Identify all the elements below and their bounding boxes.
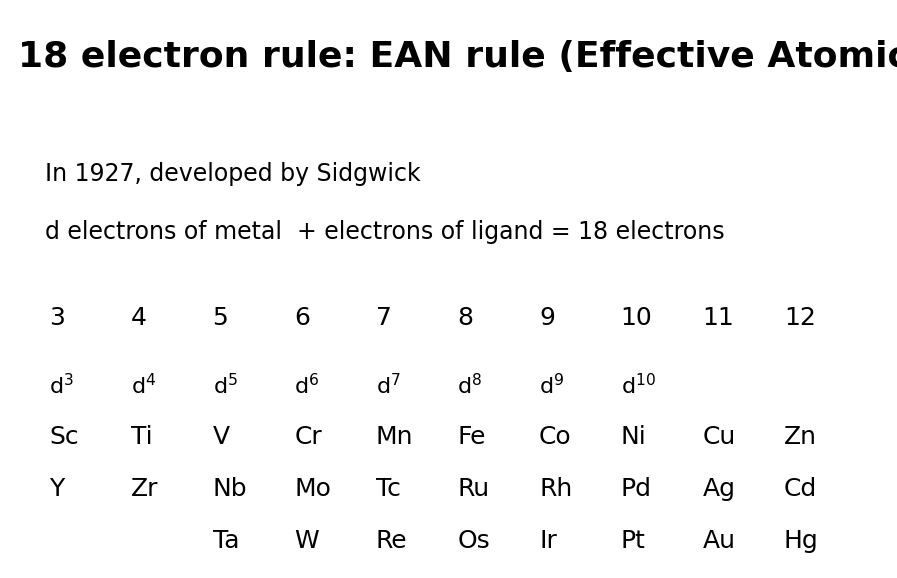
Text: 5: 5 [213,306,229,331]
Text: Pt: Pt [621,529,646,553]
Text: Mn: Mn [376,425,414,449]
Text: Os: Os [457,529,491,553]
Text: Zn: Zn [784,425,817,449]
Text: $\mathregular{d^{6}}$: $\mathregular{d^{6}}$ [294,373,319,398]
Text: 8: 8 [457,306,474,331]
Text: 9: 9 [539,306,555,331]
Text: Hg: Hg [784,529,819,553]
Text: Y: Y [49,477,65,501]
Text: Cr: Cr [294,425,322,449]
Text: 18 electron rule: EAN rule (Effective Atomic Number): 18 electron rule: EAN rule (Effective At… [18,40,897,75]
Text: $\mathregular{d^{9}}$: $\mathregular{d^{9}}$ [539,373,564,398]
Text: Sc: Sc [49,425,79,449]
Text: Fe: Fe [457,425,486,449]
Text: Ir: Ir [539,529,557,553]
Text: $\mathregular{d^{5}}$: $\mathregular{d^{5}}$ [213,373,238,398]
Text: 3: 3 [49,306,65,331]
Text: 11: 11 [702,306,734,331]
Text: 10: 10 [621,306,652,331]
Text: 7: 7 [376,306,392,331]
Text: 12: 12 [784,306,816,331]
Text: In 1927, developed by Sidgwick: In 1927, developed by Sidgwick [45,162,421,186]
Text: Mo: Mo [294,477,331,501]
Text: Ta: Ta [213,529,239,553]
Text: 4: 4 [131,306,147,331]
Text: $\mathregular{d^{4}}$: $\mathregular{d^{4}}$ [131,373,156,398]
Text: d electrons of metal  + electrons of ligand = 18 electrons: d electrons of metal + electrons of liga… [45,220,725,244]
Text: Ru: Ru [457,477,490,501]
Text: $\mathregular{d^{8}}$: $\mathregular{d^{8}}$ [457,373,483,398]
Text: Cu: Cu [702,425,736,449]
Text: $\mathregular{d^{3}}$: $\mathregular{d^{3}}$ [49,373,74,398]
Text: Ni: Ni [621,425,647,449]
Text: Co: Co [539,425,571,449]
Text: W: W [294,529,319,553]
Text: 6: 6 [294,306,310,331]
Text: Re: Re [376,529,407,553]
Text: Ag: Ag [702,477,736,501]
Text: V: V [213,425,230,449]
Text: Pd: Pd [621,477,652,501]
Text: $\mathregular{d^{10}}$: $\mathregular{d^{10}}$ [621,373,656,398]
Text: Ti: Ti [131,425,152,449]
Text: Au: Au [702,529,736,553]
Text: Zr: Zr [131,477,159,501]
Text: Cd: Cd [784,477,817,501]
Text: Tc: Tc [376,477,401,501]
Text: Nb: Nb [213,477,248,501]
Text: Rh: Rh [539,477,572,501]
Text: $\mathregular{d^{7}}$: $\mathregular{d^{7}}$ [376,373,401,398]
